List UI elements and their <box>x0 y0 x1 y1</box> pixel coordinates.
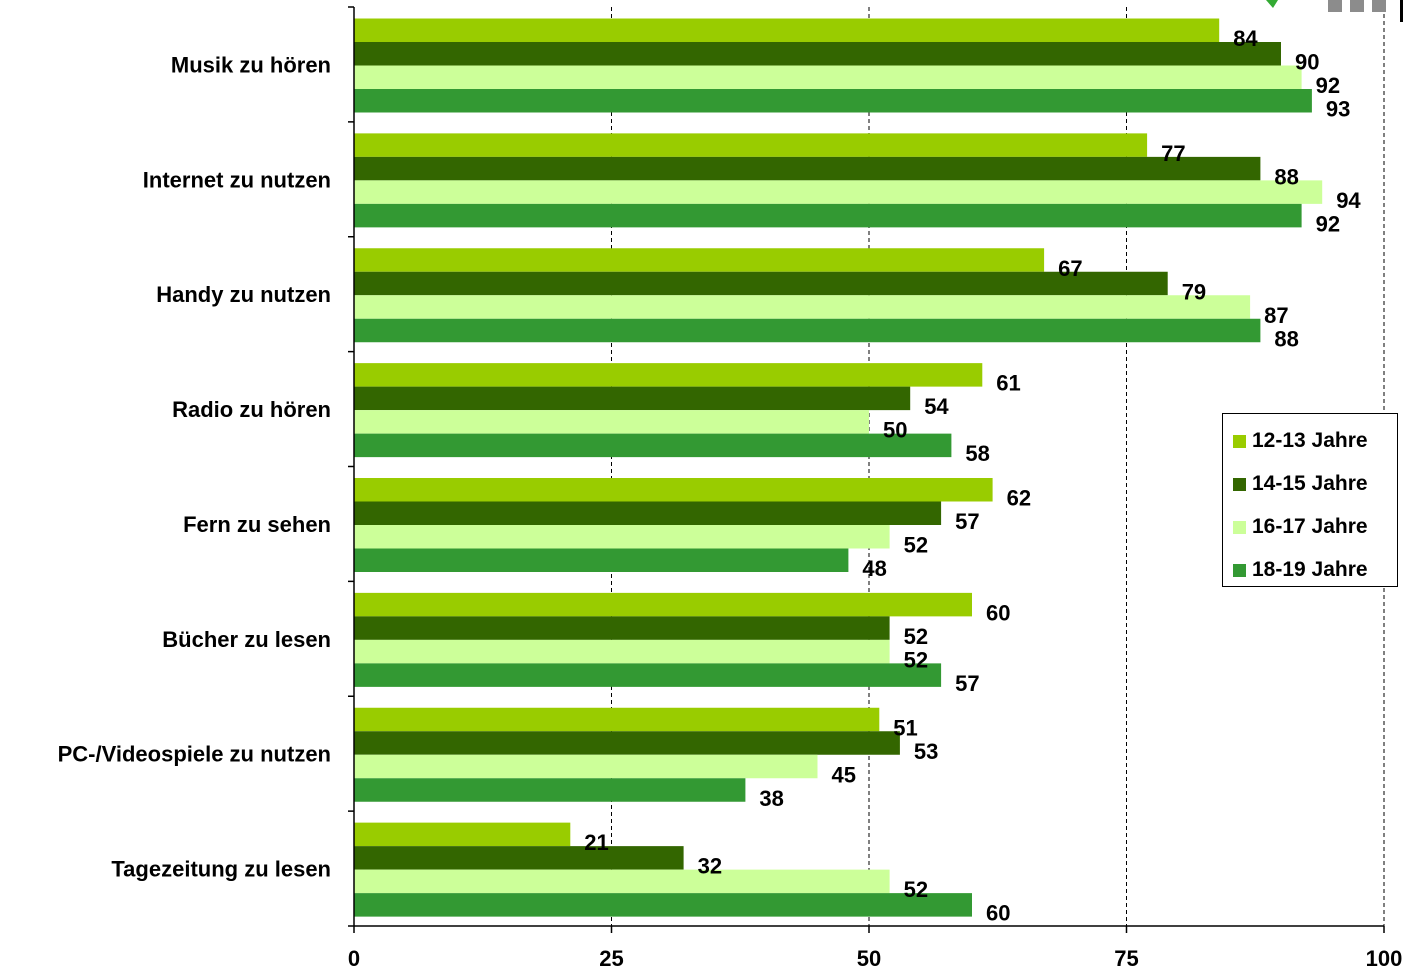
bar <box>354 501 942 525</box>
data-label: 62 <box>1007 486 1031 511</box>
data-label: 88 <box>1274 326 1298 351</box>
bar <box>354 156 1261 181</box>
bar <box>354 42 1281 66</box>
axes <box>348 6 1385 933</box>
data-label: 88 <box>1274 164 1298 189</box>
bar <box>354 778 746 802</box>
bar <box>354 754 818 779</box>
data-label: 38 <box>759 786 783 811</box>
data-label: 57 <box>955 671 979 696</box>
bar <box>354 707 880 732</box>
legend-swatch <box>1233 434 1246 448</box>
data-label: 52 <box>904 624 928 649</box>
x-tick-label: 0 <box>348 946 360 971</box>
data-label: 52 <box>904 877 928 902</box>
legend-item: 14-15 Jahre <box>1233 472 1368 496</box>
data-label: 60 <box>986 600 1010 625</box>
data-label: 84 <box>1233 26 1258 51</box>
data-label: 50 <box>883 418 907 443</box>
data-label: 87 <box>1264 303 1288 328</box>
legend-item: 12-13 Jahre <box>1233 429 1368 453</box>
bar <box>354 203 1302 228</box>
data-label: 21 <box>584 830 608 855</box>
category-label: Tagezeitung zu lesen <box>111 857 331 882</box>
category-label: Handy zu nutzen <box>156 282 331 307</box>
bar <box>354 271 1168 296</box>
bar <box>354 616 890 640</box>
bar <box>354 822 571 847</box>
bar <box>354 663 942 687</box>
bar <box>354 295 1251 319</box>
data-label: 60 <box>986 901 1010 926</box>
data-label: 79 <box>1182 279 1206 304</box>
legend-item: 18-19 Jahre <box>1233 558 1368 582</box>
bar <box>354 410 869 434</box>
legend-swatch <box>1233 477 1246 491</box>
bar <box>354 525 890 549</box>
legend-swatch <box>1233 520 1246 534</box>
bar <box>354 318 1261 343</box>
category-label: Musik zu hören <box>171 52 331 77</box>
legend-label: 16-17 Jahre <box>1252 515 1368 538</box>
category-label: Internet zu nutzen <box>143 167 331 192</box>
bar <box>354 846 684 870</box>
bar <box>354 731 900 755</box>
data-label: 52 <box>904 647 928 672</box>
bar <box>354 363 983 387</box>
data-label: 51 <box>893 715 917 740</box>
x-tick-label: 75 <box>1114 946 1138 971</box>
data-label: 54 <box>924 394 949 419</box>
legend-swatch <box>1233 563 1246 577</box>
bar <box>354 592 972 617</box>
bar <box>354 478 993 502</box>
legend-label: 18-19 Jahre <box>1252 558 1368 581</box>
bar <box>354 548 849 572</box>
bar <box>354 248 1045 272</box>
data-label: 58 <box>965 441 989 466</box>
data-label: 45 <box>832 762 856 787</box>
category-label: Fern zu sehen <box>183 512 331 537</box>
legend-label: 12-13 Jahre <box>1252 429 1368 452</box>
category-label: PC-/Videospiele zu nutzen <box>58 742 331 767</box>
legend-item: 16-17 Jahre <box>1233 515 1368 539</box>
bar <box>354 133 1148 157</box>
data-label: 67 <box>1058 256 1082 281</box>
bar <box>354 893 972 917</box>
chart-legend: 12-13 Jahre 14-15 Jahre 16-17 Jahre 18-19 J… <box>1222 413 1398 587</box>
data-label: 57 <box>955 509 979 534</box>
x-tick-label: 50 <box>857 946 881 971</box>
data-label: 92 <box>1316 211 1340 236</box>
category-label: Bücher zu lesen <box>162 627 331 652</box>
data-label: 32 <box>698 854 722 879</box>
legend-label: 14-15 Jahre <box>1252 472 1368 495</box>
data-label: 53 <box>914 739 938 764</box>
x-tick-label: 25 <box>599 946 623 971</box>
logo-fragment-icon <box>1266 0 1403 22</box>
data-label: 61 <box>996 371 1020 396</box>
bar <box>354 65 1302 89</box>
bar <box>354 639 890 664</box>
data-label: 93 <box>1326 97 1350 122</box>
bar <box>354 180 1323 204</box>
bar <box>354 386 911 411</box>
bar <box>354 89 1312 113</box>
bar <box>354 869 890 894</box>
x-tick-label: 100 <box>1366 946 1403 971</box>
bar <box>354 433 952 458</box>
data-label: 48 <box>862 556 886 581</box>
category-label: Radio zu hören <box>172 397 331 422</box>
data-label: 52 <box>904 533 928 558</box>
data-label: 77 <box>1161 141 1185 166</box>
data-label: 90 <box>1295 50 1319 75</box>
bars <box>354 18 1323 917</box>
data-label: 94 <box>1336 188 1361 213</box>
data-label: 92 <box>1316 73 1340 98</box>
bar <box>354 18 1220 42</box>
